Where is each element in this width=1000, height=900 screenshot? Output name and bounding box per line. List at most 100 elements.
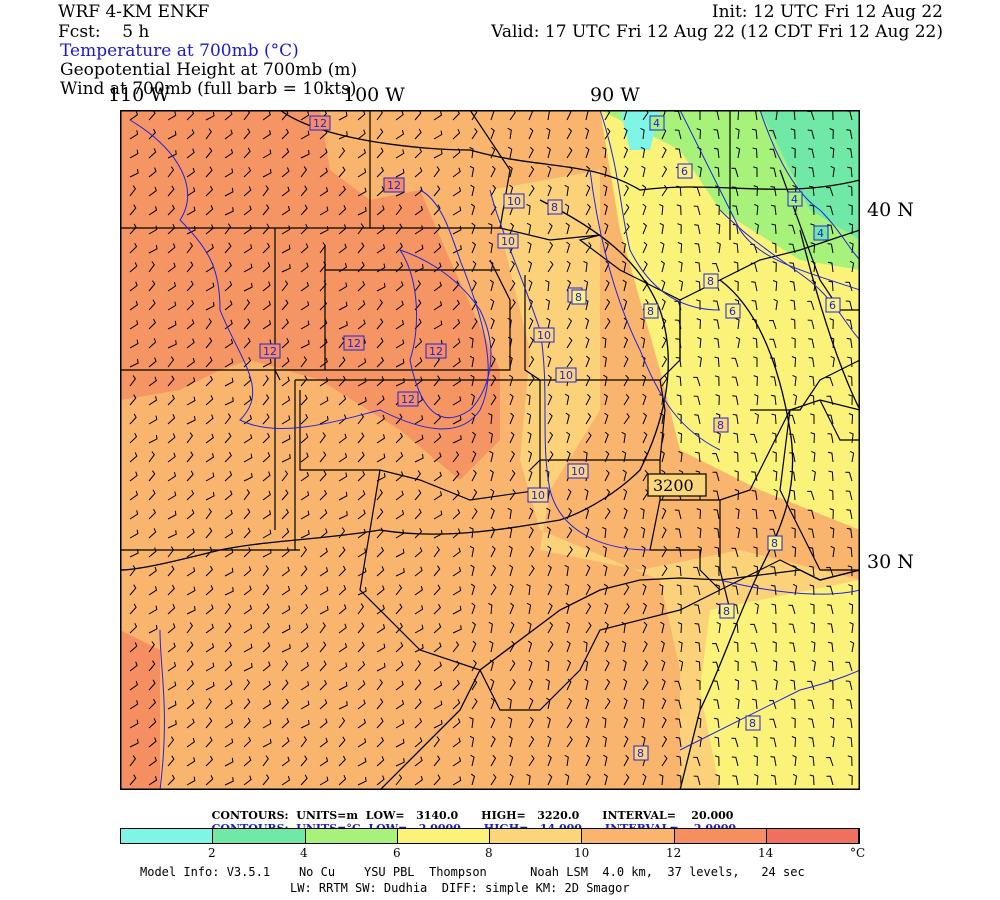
height-contour-label: 3200 [647, 473, 707, 497]
wind-barb [376, 299, 383, 311]
wind-barb [735, 716, 741, 729]
wind-barb [338, 546, 346, 558]
wind-barb [488, 621, 493, 634]
wind-barb [829, 698, 834, 710]
wind-barb [129, 394, 137, 406]
wind-barb [623, 678, 628, 691]
wind-barb [830, 545, 835, 558]
wind-barb [281, 660, 289, 672]
wind-barb [735, 697, 740, 710]
wind-barb [642, 241, 648, 254]
wind-barb [205, 662, 215, 672]
wind-barb [205, 623, 214, 634]
wind-barb [769, 319, 777, 330]
wind-barb [205, 414, 214, 425]
wind-barb [509, 679, 516, 691]
wind-barb [205, 491, 215, 501]
wind-barb [300, 471, 309, 482]
wind-barb [675, 528, 682, 539]
wind-barb [490, 127, 495, 140]
wind-barb [167, 452, 176, 463]
wind-barb [224, 603, 232, 615]
wind-barb [566, 526, 573, 539]
wind-barb [243, 244, 253, 254]
wind-barb [338, 472, 348, 482]
legend-swatch [674, 829, 767, 843]
svg-text:8: 8 [749, 717, 756, 730]
wind-barb [186, 641, 194, 653]
wind-barb [186, 280, 194, 292]
wind-barb [660, 431, 665, 444]
wind-barb [433, 281, 442, 292]
temp-label: 10 [497, 233, 519, 249]
wind-barb [205, 585, 214, 596]
wind-barb [319, 737, 328, 748]
wind-barb [772, 641, 777, 653]
wind-barb [186, 451, 194, 463]
wind-barb [300, 433, 309, 444]
wind-barb [129, 510, 139, 520]
wind-barb [847, 736, 853, 748]
svg-text:12: 12 [387, 179, 401, 192]
wind-barb [243, 263, 253, 273]
wind-barb [414, 264, 424, 273]
legend-tick-12: 12 [666, 846, 682, 860]
wind-barb [433, 204, 441, 216]
wind-barb [810, 242, 816, 254]
wind-barb [547, 184, 552, 197]
wind-barb [224, 242, 232, 254]
wind-barb [167, 262, 176, 273]
wind-barb [471, 469, 477, 482]
wind-barb [357, 490, 366, 501]
wind-barb [186, 679, 195, 691]
wind-barb [770, 376, 777, 387]
wind-barb [566, 356, 573, 368]
wind-barb [338, 511, 348, 520]
wind-barb [262, 452, 271, 463]
wind-barb [452, 225, 462, 235]
wind-barb [471, 412, 476, 425]
temp-label: 12 [425, 343, 447, 359]
wind-barb [623, 165, 629, 178]
wind-barb [792, 393, 798, 406]
wind-barb [694, 604, 701, 615]
wind-barb [713, 319, 720, 330]
wind-barb [828, 280, 834, 292]
wind-barb [376, 717, 384, 729]
wind-barb [338, 452, 348, 463]
wind-barb [640, 146, 646, 159]
wind-barb [528, 735, 535, 748]
temp-label: 12 [343, 335, 365, 351]
wind-barb [414, 527, 423, 539]
wind-barb [716, 241, 721, 254]
wind-barb [731, 566, 739, 577]
wind-barb [808, 528, 815, 539]
wind-barb [675, 718, 682, 729]
wind-barb [602, 735, 607, 748]
wind-barb [148, 186, 157, 197]
wind-barb [733, 451, 739, 463]
wind-barb [395, 584, 403, 596]
wind-barb [490, 355, 496, 368]
wind-barb [224, 567, 234, 577]
wind-barb [205, 375, 214, 387]
wind-barb [148, 396, 158, 406]
wind-barb [791, 736, 797, 748]
wind-barb [300, 320, 310, 330]
wind-barb [414, 147, 423, 159]
wind-barb [528, 127, 534, 140]
wind-barb [414, 644, 424, 653]
wind-barb [395, 339, 405, 349]
wind-barb [809, 774, 815, 786]
wind-barb [807, 319, 815, 330]
wind-barb [753, 755, 759, 767]
wind-barb [694, 414, 701, 425]
wind-barb [167, 340, 177, 349]
wind-barb [376, 166, 385, 178]
wind-barb [300, 301, 310, 311]
wind-barb [433, 774, 441, 786]
wind-barb [186, 757, 196, 767]
wind-barb [677, 242, 683, 254]
wind-barb [773, 488, 778, 501]
wind-barb [167, 166, 175, 178]
